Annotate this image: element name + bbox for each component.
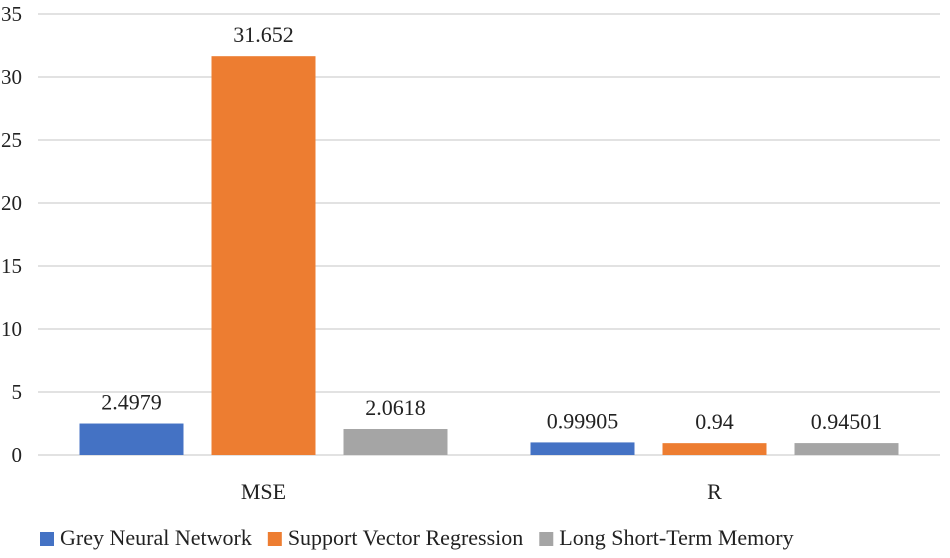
bar-long-short-term-memory-mse xyxy=(343,429,448,455)
data-label: 0.94501 xyxy=(811,409,883,434)
data-label: 0.94 xyxy=(695,409,734,434)
x-axis-categories: MSE R xyxy=(241,479,722,504)
category-label-r: R xyxy=(707,479,722,504)
legend-swatch xyxy=(539,532,554,546)
y-tick-label: 20 xyxy=(1,191,22,215)
bars xyxy=(79,56,899,455)
bar-grey-neural-network-mse xyxy=(79,423,184,455)
category-label-mse: MSE xyxy=(241,479,286,504)
bar-long-short-term-memory-r xyxy=(794,443,899,455)
legend-label: Support Vector Regression xyxy=(288,525,523,550)
legend-label: Long Short-Term Memory xyxy=(559,525,793,550)
data-label: 0.99905 xyxy=(547,408,619,433)
data-labels: 2.4979 31.652 2.0618 0.99905 0.94 0.94501 xyxy=(101,22,882,434)
legend-swatch xyxy=(267,532,282,546)
y-axis-ticks: 0 5 10 15 20 25 30 35 xyxy=(1,2,22,467)
y-tick-label: 10 xyxy=(1,317,22,341)
y-tick-label: 25 xyxy=(1,128,22,152)
data-label: 31.652 xyxy=(233,22,294,47)
gridlines xyxy=(38,13,940,456)
legend-label: Grey Neural Network xyxy=(60,525,252,550)
bar-support-vector-regression-mse xyxy=(211,56,316,455)
data-label: 2.4979 xyxy=(101,390,162,415)
legend: Grey Neural Network Support Vector Regres… xyxy=(40,525,794,550)
y-tick-label: 5 xyxy=(12,380,23,404)
bar-grey-neural-network-r xyxy=(530,442,635,455)
legend-swatch xyxy=(40,532,54,546)
y-tick-label: 15 xyxy=(1,254,22,278)
y-tick-label: 0 xyxy=(12,443,23,467)
y-tick-label: 30 xyxy=(1,65,22,89)
bar-support-vector-regression-r xyxy=(662,443,767,455)
data-label: 2.0618 xyxy=(365,395,426,420)
y-tick-label: 35 xyxy=(1,2,22,26)
